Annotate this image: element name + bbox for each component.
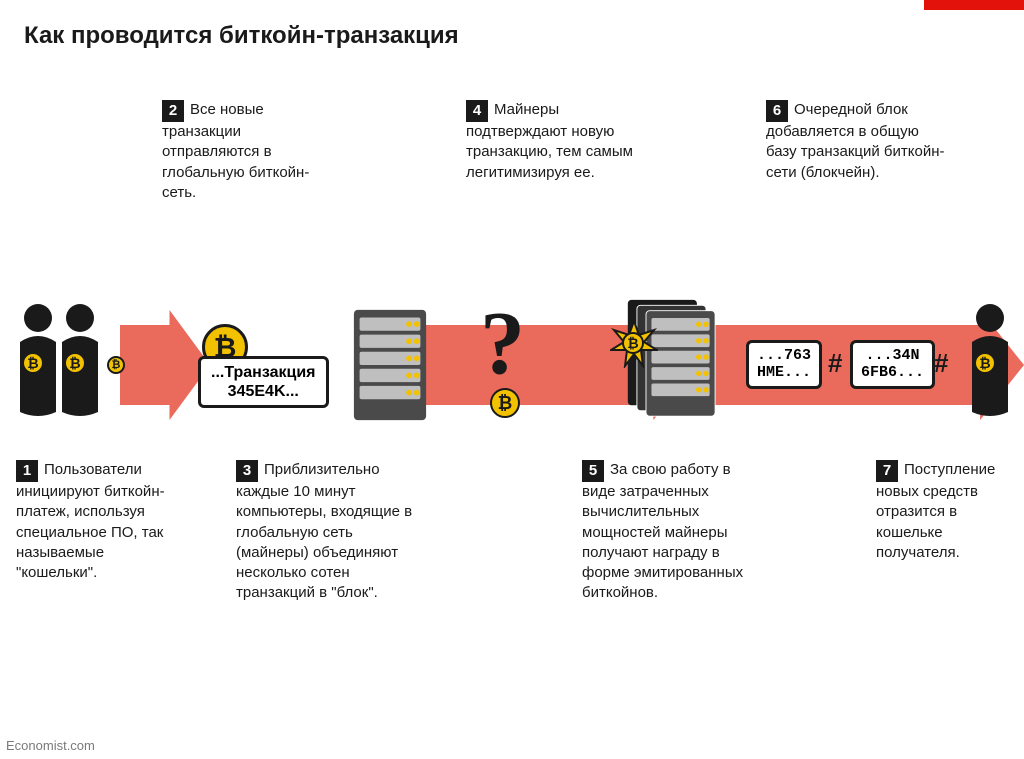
step-6: 6Очередной блок добавляется в общую базу…: [766, 100, 946, 183]
page-title: Как проводится биткойн-транзакция: [24, 22, 459, 50]
bitcoin-icon: ₿: [974, 352, 996, 374]
step-5: 5За свою работу в виде затраченных вычис…: [582, 460, 762, 604]
step-number: 5: [582, 460, 604, 482]
step-number: 1: [16, 460, 38, 482]
hash-line: 6FB6...: [861, 364, 924, 381]
hash-line: ...763: [757, 347, 811, 364]
hash-block: ...763 HME...: [746, 340, 822, 389]
hash-icon: #: [828, 348, 842, 379]
bitcoin-icon: ₿: [64, 352, 86, 374]
step-text: Пользователи инициируют биткойн-платеж, …: [16, 461, 165, 581]
step-3: 3Приблизительно каждые 10 минут компьюте…: [236, 460, 416, 604]
step-text: Очередной блок добавляется в общую базу …: [766, 101, 945, 181]
flow-arrow: [120, 310, 210, 420]
hash-line: HME...: [757, 364, 811, 381]
step-7: 7Поступление новых средств отразится в к…: [876, 460, 1021, 563]
step-2: 2Все новые транзакции отправляются в гло…: [162, 100, 332, 203]
accent-strip: [924, 0, 1024, 10]
step-text: Все новые транзакции отправляются в глоб…: [162, 101, 309, 201]
bitcoin-icon: ₿: [622, 332, 644, 354]
transaction-card: ...Транзакция 345E4K...: [198, 356, 329, 408]
step-number: 4: [466, 100, 488, 122]
step-number: 7: [876, 460, 898, 482]
source-credit: Economist.com: [6, 738, 95, 753]
flow-band: ₿ ₿ ₿ ₿ ...Транзакция 345E4K...: [0, 290, 1024, 440]
step-number: 3: [236, 460, 258, 482]
step-number: 6: [766, 100, 788, 122]
bitcoin-icon: ₿: [22, 352, 44, 374]
step-4: 4Майнеры подтверждают новую транзакцию, …: [466, 100, 646, 183]
question-mark-icon: ?: [480, 292, 525, 395]
step-number: 2: [162, 100, 184, 122]
step-1: 1Пользователи инициируют биткойн-платеж,…: [16, 460, 186, 583]
server-icon: [352, 308, 428, 422]
hash-block: ...34N 6FB6...: [850, 340, 935, 389]
step-text: Майнеры подтверждают новую транзакцию, т…: [466, 101, 633, 181]
hash-line: ...34N: [861, 347, 924, 364]
hash-icon: #: [934, 348, 948, 379]
bitcoin-icon: ₿: [490, 388, 520, 418]
bitcoin-icon: ₿: [107, 356, 125, 374]
step-text: За свою работу в виде затраченных вычисл…: [582, 461, 743, 601]
tx-line: 345E4K...: [211, 382, 316, 401]
tx-line: ...Транзакция: [211, 363, 316, 382]
step-text: Приблизительно каждые 10 минут компьютер…: [236, 461, 412, 601]
